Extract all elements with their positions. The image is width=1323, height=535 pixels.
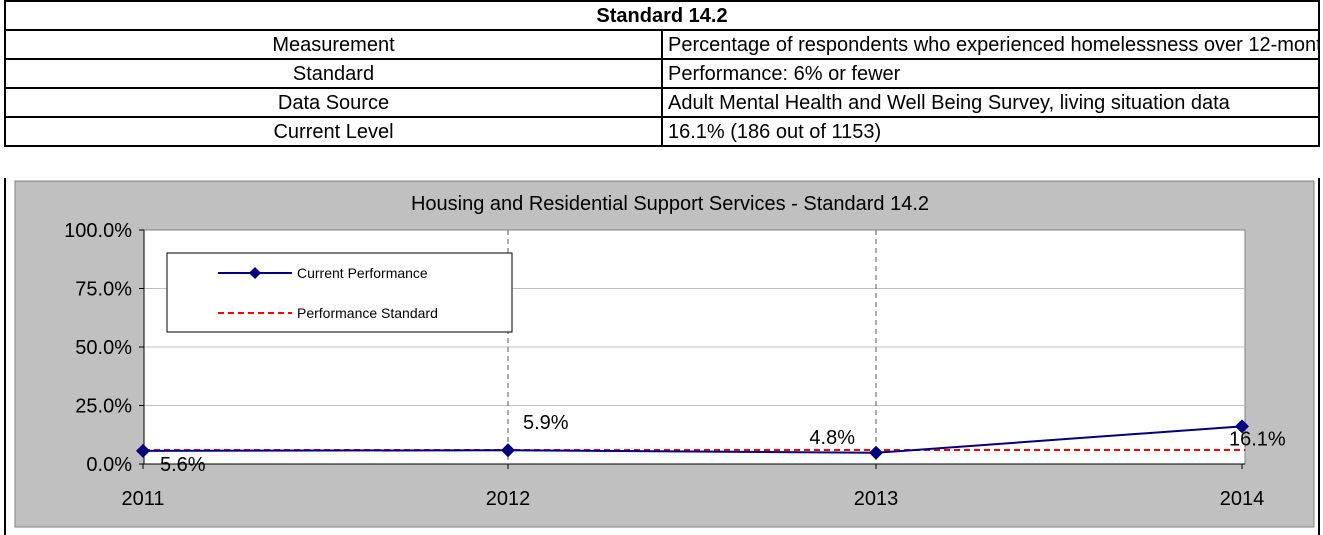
y-tick-label: 75.0% — [75, 279, 132, 301]
row-label-current-level: Current Level — [4, 116, 663, 147]
row-value-data-source: Adult Mental Health and Well Being Surve… — [661, 87, 1320, 118]
chart-title: Housing and Residential Support Services… — [411, 193, 929, 215]
current-performance-point — [869, 445, 883, 460]
legend: Current Performance Performance Standard — [166, 252, 513, 333]
legend-box — [166, 252, 513, 333]
y-tick-label: 25.0% — [75, 396, 132, 418]
data-label: 5.6% — [160, 454, 206, 476]
x-tick-label: 2014 — [1220, 488, 1265, 510]
current-performance-point — [501, 443, 515, 458]
series-group — [136, 419, 1249, 460]
y-tick-label: 100.0% — [64, 220, 132, 242]
standard-table: Standard 14.2 Measurement Percentage of … — [4, 0, 1320, 147]
row-label-measurement: Measurement — [4, 29, 663, 60]
legend-label-current: Current Performance — [297, 265, 428, 281]
standard-title: Standard 14.2 — [4, 0, 1320, 31]
row-value-standard: Performance: 6% or fewer — [661, 58, 1320, 89]
x-axis: 2011 2012 2013 2014 — [121, 463, 1265, 510]
row-label-standard: Standard — [4, 58, 663, 89]
data-label: 16.1% — [1229, 428, 1286, 450]
line-chart: Housing and Residential Support Services… — [14, 180, 1315, 528]
row-value-current-level: 16.1% (186 out of 1153) — [661, 116, 1320, 147]
data-labels: 5.6% 5.9% 4.8% 16.1% — [160, 412, 1286, 476]
legend-marker-current — [249, 267, 261, 279]
y-axis: 0.0% 25.0% 50.0% 75.0% 100.0% — [64, 220, 145, 476]
x-tick-label: 2011 — [121, 488, 164, 510]
y-tick-label: 50.0% — [75, 337, 132, 359]
current-performance-line — [142, 425, 1243, 454]
current-performance-point — [1235, 419, 1249, 434]
series-current-performance — [136, 419, 1249, 460]
x-tick-label: 2013 — [854, 488, 899, 510]
x-tick-label: 2012 — [486, 488, 531, 510]
current-performance-point — [136, 443, 150, 458]
data-label: 5.9% — [523, 412, 569, 434]
y-tick-label: 0.0% — [86, 454, 132, 476]
legend-label-standard: Performance Standard — [297, 305, 438, 321]
row-value-measurement: Percentage of respondents who experience… — [661, 29, 1320, 60]
data-label: 4.8% — [809, 427, 855, 449]
row-label-data-source: Data Source — [4, 87, 663, 118]
chart-area: Housing and Residential Support Services… — [4, 178, 1320, 535]
